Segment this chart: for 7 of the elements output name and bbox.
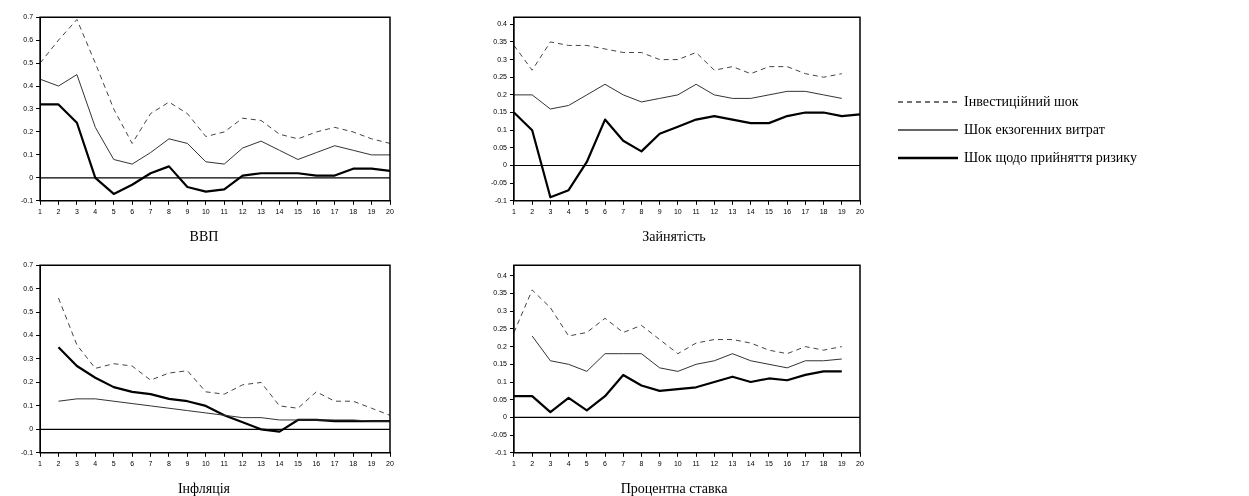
text: ВВП xyxy=(189,229,219,245)
legend-label: Шок щодо прийняття ризику xyxy=(964,150,1137,166)
text: Інфляція xyxy=(177,481,231,496)
text: Процентна ставка xyxy=(620,481,729,496)
legend-label: Інвестиційний шок xyxy=(964,94,1079,110)
text: Зайнятість xyxy=(642,229,706,245)
legend-label: Шок екзогенних витрат xyxy=(964,122,1105,138)
